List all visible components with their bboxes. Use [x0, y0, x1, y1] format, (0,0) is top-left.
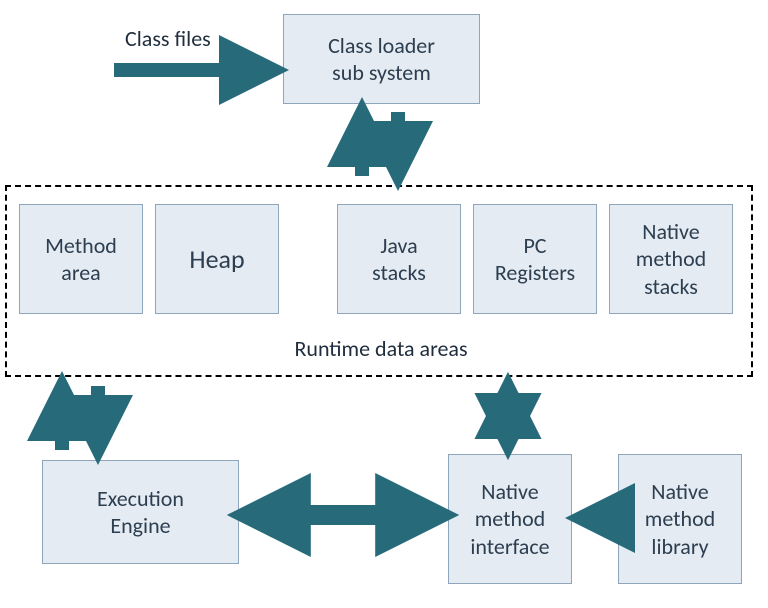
arrows-layer	[0, 0, 768, 608]
